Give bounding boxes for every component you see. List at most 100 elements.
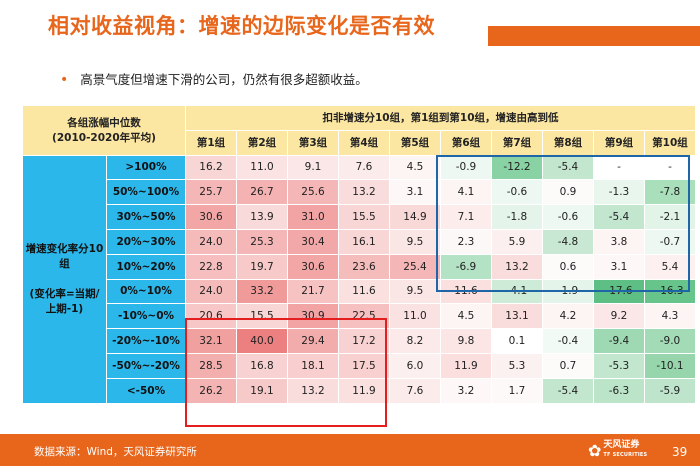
page-number: 39 [672, 445, 688, 459]
column-header: 第1组 [185, 129, 237, 156]
table-cell: 16.1 [338, 228, 390, 255]
table-cell: 21.7 [287, 278, 339, 305]
footer-bar [0, 434, 700, 466]
table-cell: 13.2 [338, 179, 390, 206]
table-cell: -0.4 [542, 328, 594, 354]
table-cell: 14.9 [389, 204, 441, 230]
table-cell: 4.5 [440, 303, 492, 330]
table-cell: -5.4 [542, 154, 594, 181]
table-cell: 0.7 [542, 352, 594, 379]
table-row: -10%~0% 20.6 15.5 30.9 22.5 11.0 4.5 13.1 4.2 9.2… [23, 303, 696, 330]
table-cell: 11.0 [389, 303, 441, 330]
table-cell: -5.9 [644, 377, 696, 404]
table-cell: 9.5 [389, 278, 441, 305]
column-header: 第5组 [389, 129, 441, 156]
bullet-marker: • [60, 72, 69, 88]
table-row: 0%~10% 24.0 33.2 21.7 11.6 9.5 11.6 -4.1 -1.9 -17… [23, 278, 696, 305]
table-cell: 9.8 [440, 328, 492, 354]
table-cell: 15.5 [338, 204, 390, 230]
table-cell: 23.6 [338, 253, 390, 280]
table-cell: - [644, 154, 696, 181]
table-row: 增速变化率分10 组 (变化率=当期/上期-1) >100% 16.2 11.0 9.1 7… [22, 154, 696, 404]
row-label: 10%~20% [106, 253, 186, 280]
table-cell: 4.2 [542, 303, 594, 330]
table-row: 30%~50% 30.6 13.9 31.0 15.5 14.9 7.1 -1.8 -0.6 -5… [23, 204, 696, 230]
row-label: 0%~10% [106, 278, 186, 305]
table-cell: 18.1 [287, 352, 339, 379]
row-label: 30%~50% [106, 204, 186, 230]
table-cell: 4.1 [440, 179, 492, 206]
table-cell: 32.1 [185, 328, 237, 354]
corner-label-line2: (2010-2020年平均) [52, 132, 156, 145]
table-cell: 9.2 [593, 303, 645, 330]
table-cell: 3.1 [389, 179, 441, 206]
table-cell: 22.8 [185, 253, 237, 280]
table-cell: 11.6 [440, 278, 492, 305]
table-cell: 7.6 [338, 154, 390, 181]
logo-text: 天风证券 [603, 440, 640, 450]
table-cell: 40.0 [236, 328, 288, 354]
corner-label-line1: 各组涨幅中位数 [67, 117, 141, 130]
table-cell: 16.8 [236, 352, 288, 379]
row-group-label-line: (变化率=当期/ [29, 287, 100, 300]
corner-label: 各组涨幅中位数 (2010-2020年平均) [22, 105, 186, 156]
table-cell: 24.0 [185, 278, 237, 305]
table-cell: 19.1 [236, 377, 288, 404]
row-label: 50%~100% [106, 179, 186, 206]
row-label: >100% [106, 154, 186, 181]
table-row: -20%~-10% 32.1 40.0 29.4 17.2 8.2 9.8 0.1 -0.4 -9… [23, 328, 696, 354]
table-cell: 26.2 [185, 377, 237, 404]
column-header: 第6组 [440, 129, 492, 156]
data-source: 数据来源：Wind，天风证券研究所 [34, 446, 197, 458]
group-header: 扣非增速分10组，第1组到第10组，增速由高到低 [185, 105, 696, 131]
row-group-label-line: 组 [59, 257, 70, 270]
table-cell: 19.7 [236, 253, 288, 280]
row-group-label-line: 增速变化率分10 [25, 242, 104, 255]
column-header: 第9组 [593, 129, 645, 156]
table-cell: 8.2 [389, 328, 441, 354]
table-cell: 30.9 [287, 303, 339, 330]
table-cell: 15.5 [236, 303, 288, 330]
table-cell: 33.2 [236, 278, 288, 305]
table-cell: 25.7 [185, 179, 237, 206]
table-cell: -5.3 [593, 352, 645, 379]
table-cell: -1.9 [542, 278, 594, 305]
table-cell: 11.9 [440, 352, 492, 379]
table-cell: 5.4 [644, 253, 696, 280]
column-header: 第10组 [644, 129, 696, 156]
bullet-text: 高景气度但增速下滑的公司，仍然有很多超额收益。 [80, 72, 368, 87]
table-cell: 30.6 [185, 204, 237, 230]
table-cell: 13.1 [491, 303, 543, 330]
table-cell: 30.4 [287, 228, 339, 255]
row-label: -50%~-20% [106, 352, 186, 379]
column-header: 第7组 [491, 129, 543, 156]
table-cell: -0.6 [491, 179, 543, 206]
table-cell: 17.2 [338, 328, 390, 354]
table-cell: 11.6 [338, 278, 390, 305]
table-cell: 5.9 [491, 228, 543, 255]
table-row: -50%~-20% 28.5 16.8 18.1 17.5 6.0 11.9 5.3 0.7 -5… [23, 352, 696, 379]
table-cell: 24.0 [185, 228, 237, 255]
table-cell: 9.1 [287, 154, 339, 181]
bullet-point: • 高景气度但增速下滑的公司，仍然有很多超额收益。 [60, 69, 368, 88]
table-cell: -2.1 [644, 204, 696, 230]
column-header: 第2组 [236, 129, 288, 156]
table-cell: 29.4 [287, 328, 339, 354]
table-cell: 13.9 [236, 204, 288, 230]
table-cell: 4.5 [389, 154, 441, 181]
row-label: -20%~-10% [106, 328, 186, 354]
table-cell: 31.0 [287, 204, 339, 230]
column-header: 第4组 [338, 129, 390, 156]
table-cell: 3.8 [593, 228, 645, 255]
table-cell: 25.6 [287, 179, 339, 206]
row-group-label-line: 上期-1) [45, 302, 84, 315]
table-cell: 0.9 [542, 179, 594, 206]
table-cell: 28.5 [185, 352, 237, 379]
column-header: 第3组 [287, 129, 339, 156]
table-cell: 7.1 [440, 204, 492, 230]
page-title: 相对收益视角：增速的边际变化是否有效 [48, 14, 435, 38]
table-cell: 13.2 [491, 253, 543, 280]
table-cell: -5.4 [593, 204, 645, 230]
table-cell: -1.8 [491, 204, 543, 230]
table-cell: 30.6 [287, 253, 339, 280]
